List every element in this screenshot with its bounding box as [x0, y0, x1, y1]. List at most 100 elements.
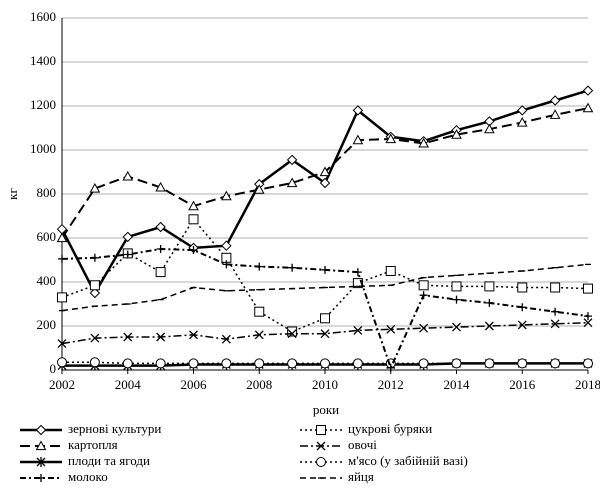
marker	[517, 358, 528, 369]
marker	[418, 137, 429, 148]
marker	[155, 221, 166, 233]
marker	[353, 268, 362, 277]
legend-label: молоко	[68, 469, 108, 484]
marker	[484, 281, 495, 292]
marker	[56, 232, 68, 243]
marker	[353, 325, 363, 335]
marker	[188, 358, 199, 369]
marker	[90, 333, 100, 343]
marker	[320, 329, 330, 339]
marker	[156, 245, 165, 253]
marker	[320, 358, 330, 369]
marker	[452, 322, 461, 332]
marker	[36, 457, 46, 467]
marker	[222, 260, 231, 269]
marker	[254, 330, 264, 340]
marker	[254, 358, 265, 369]
marker	[122, 170, 134, 181]
marker	[155, 181, 166, 192]
marker	[484, 123, 495, 134]
marker	[288, 263, 297, 272]
y-tick-label: 1400	[30, 53, 56, 68]
marker	[418, 280, 429, 291]
marker	[550, 282, 561, 293]
marker	[583, 318, 593, 328]
marker	[549, 95, 561, 106]
marker	[255, 262, 264, 271]
x-tick-label: 2002	[49, 377, 75, 392]
marker	[90, 253, 99, 262]
marker	[451, 129, 462, 139]
marker	[155, 267, 166, 278]
marker	[89, 287, 101, 299]
y-tick-label: 600	[37, 229, 57, 244]
marker	[584, 312, 592, 321]
legend-label: плоди та ягоди	[68, 453, 150, 468]
marker	[352, 105, 364, 116]
x-axis-label: роки	[313, 402, 339, 417]
marker	[419, 291, 428, 300]
series-line	[61, 218, 589, 333]
marker	[583, 283, 593, 294]
marker	[253, 184, 265, 194]
marker	[319, 166, 331, 177]
marker	[286, 154, 298, 166]
marker	[89, 182, 101, 193]
legend-label: яйця	[348, 469, 374, 484]
marker	[385, 133, 397, 144]
marker	[156, 332, 166, 342]
marker	[582, 102, 594, 113]
x-tick-label: 2014	[444, 377, 471, 392]
legend-label: зернові культури	[68, 421, 161, 436]
marker	[352, 358, 363, 369]
marker	[287, 326, 298, 337]
marker	[286, 177, 298, 188]
marker	[517, 320, 527, 330]
marker	[316, 457, 326, 467]
marker	[484, 321, 494, 331]
marker	[123, 250, 132, 259]
marker	[319, 177, 331, 189]
marker	[582, 85, 594, 96]
y-tick-label: 1600	[30, 9, 56, 24]
marker	[321, 265, 329, 274]
marker	[155, 358, 166, 369]
marker	[188, 214, 199, 225]
marker	[122, 231, 133, 243]
y-tick-label: 1200	[30, 97, 56, 112]
marker	[57, 292, 67, 303]
marker	[287, 358, 298, 369]
marker	[518, 303, 527, 312]
y-tick-label: 1000	[30, 141, 56, 156]
marker	[221, 240, 232, 251]
marker	[188, 200, 199, 211]
marker	[58, 254, 66, 263]
marker	[189, 330, 198, 340]
marker	[386, 324, 396, 334]
marker	[352, 134, 364, 145]
marker	[517, 105, 528, 116]
y-tick-label: 0	[50, 361, 57, 376]
marker	[57, 357, 67, 368]
marker	[221, 358, 232, 369]
x-tick-label: 2004	[115, 377, 142, 392]
marker	[517, 282, 528, 293]
legend-label: м'ясо (у забійній вазі)	[348, 453, 468, 468]
marker	[451, 281, 462, 292]
marker	[551, 307, 560, 316]
series-line	[60, 89, 589, 296]
marker	[221, 334, 231, 344]
y-tick-label: 400	[37, 273, 57, 288]
marker	[386, 363, 395, 372]
marker	[452, 295, 461, 304]
marker	[123, 332, 133, 342]
x-tick-label: 2006	[181, 377, 208, 392]
y-axis-label: кг	[5, 188, 20, 200]
marker	[516, 116, 528, 127]
x-tick-label: 2012	[378, 377, 404, 392]
series-line	[61, 321, 589, 345]
x-tick-label: 2010	[312, 377, 338, 392]
marker	[122, 358, 133, 369]
marker	[320, 313, 330, 324]
